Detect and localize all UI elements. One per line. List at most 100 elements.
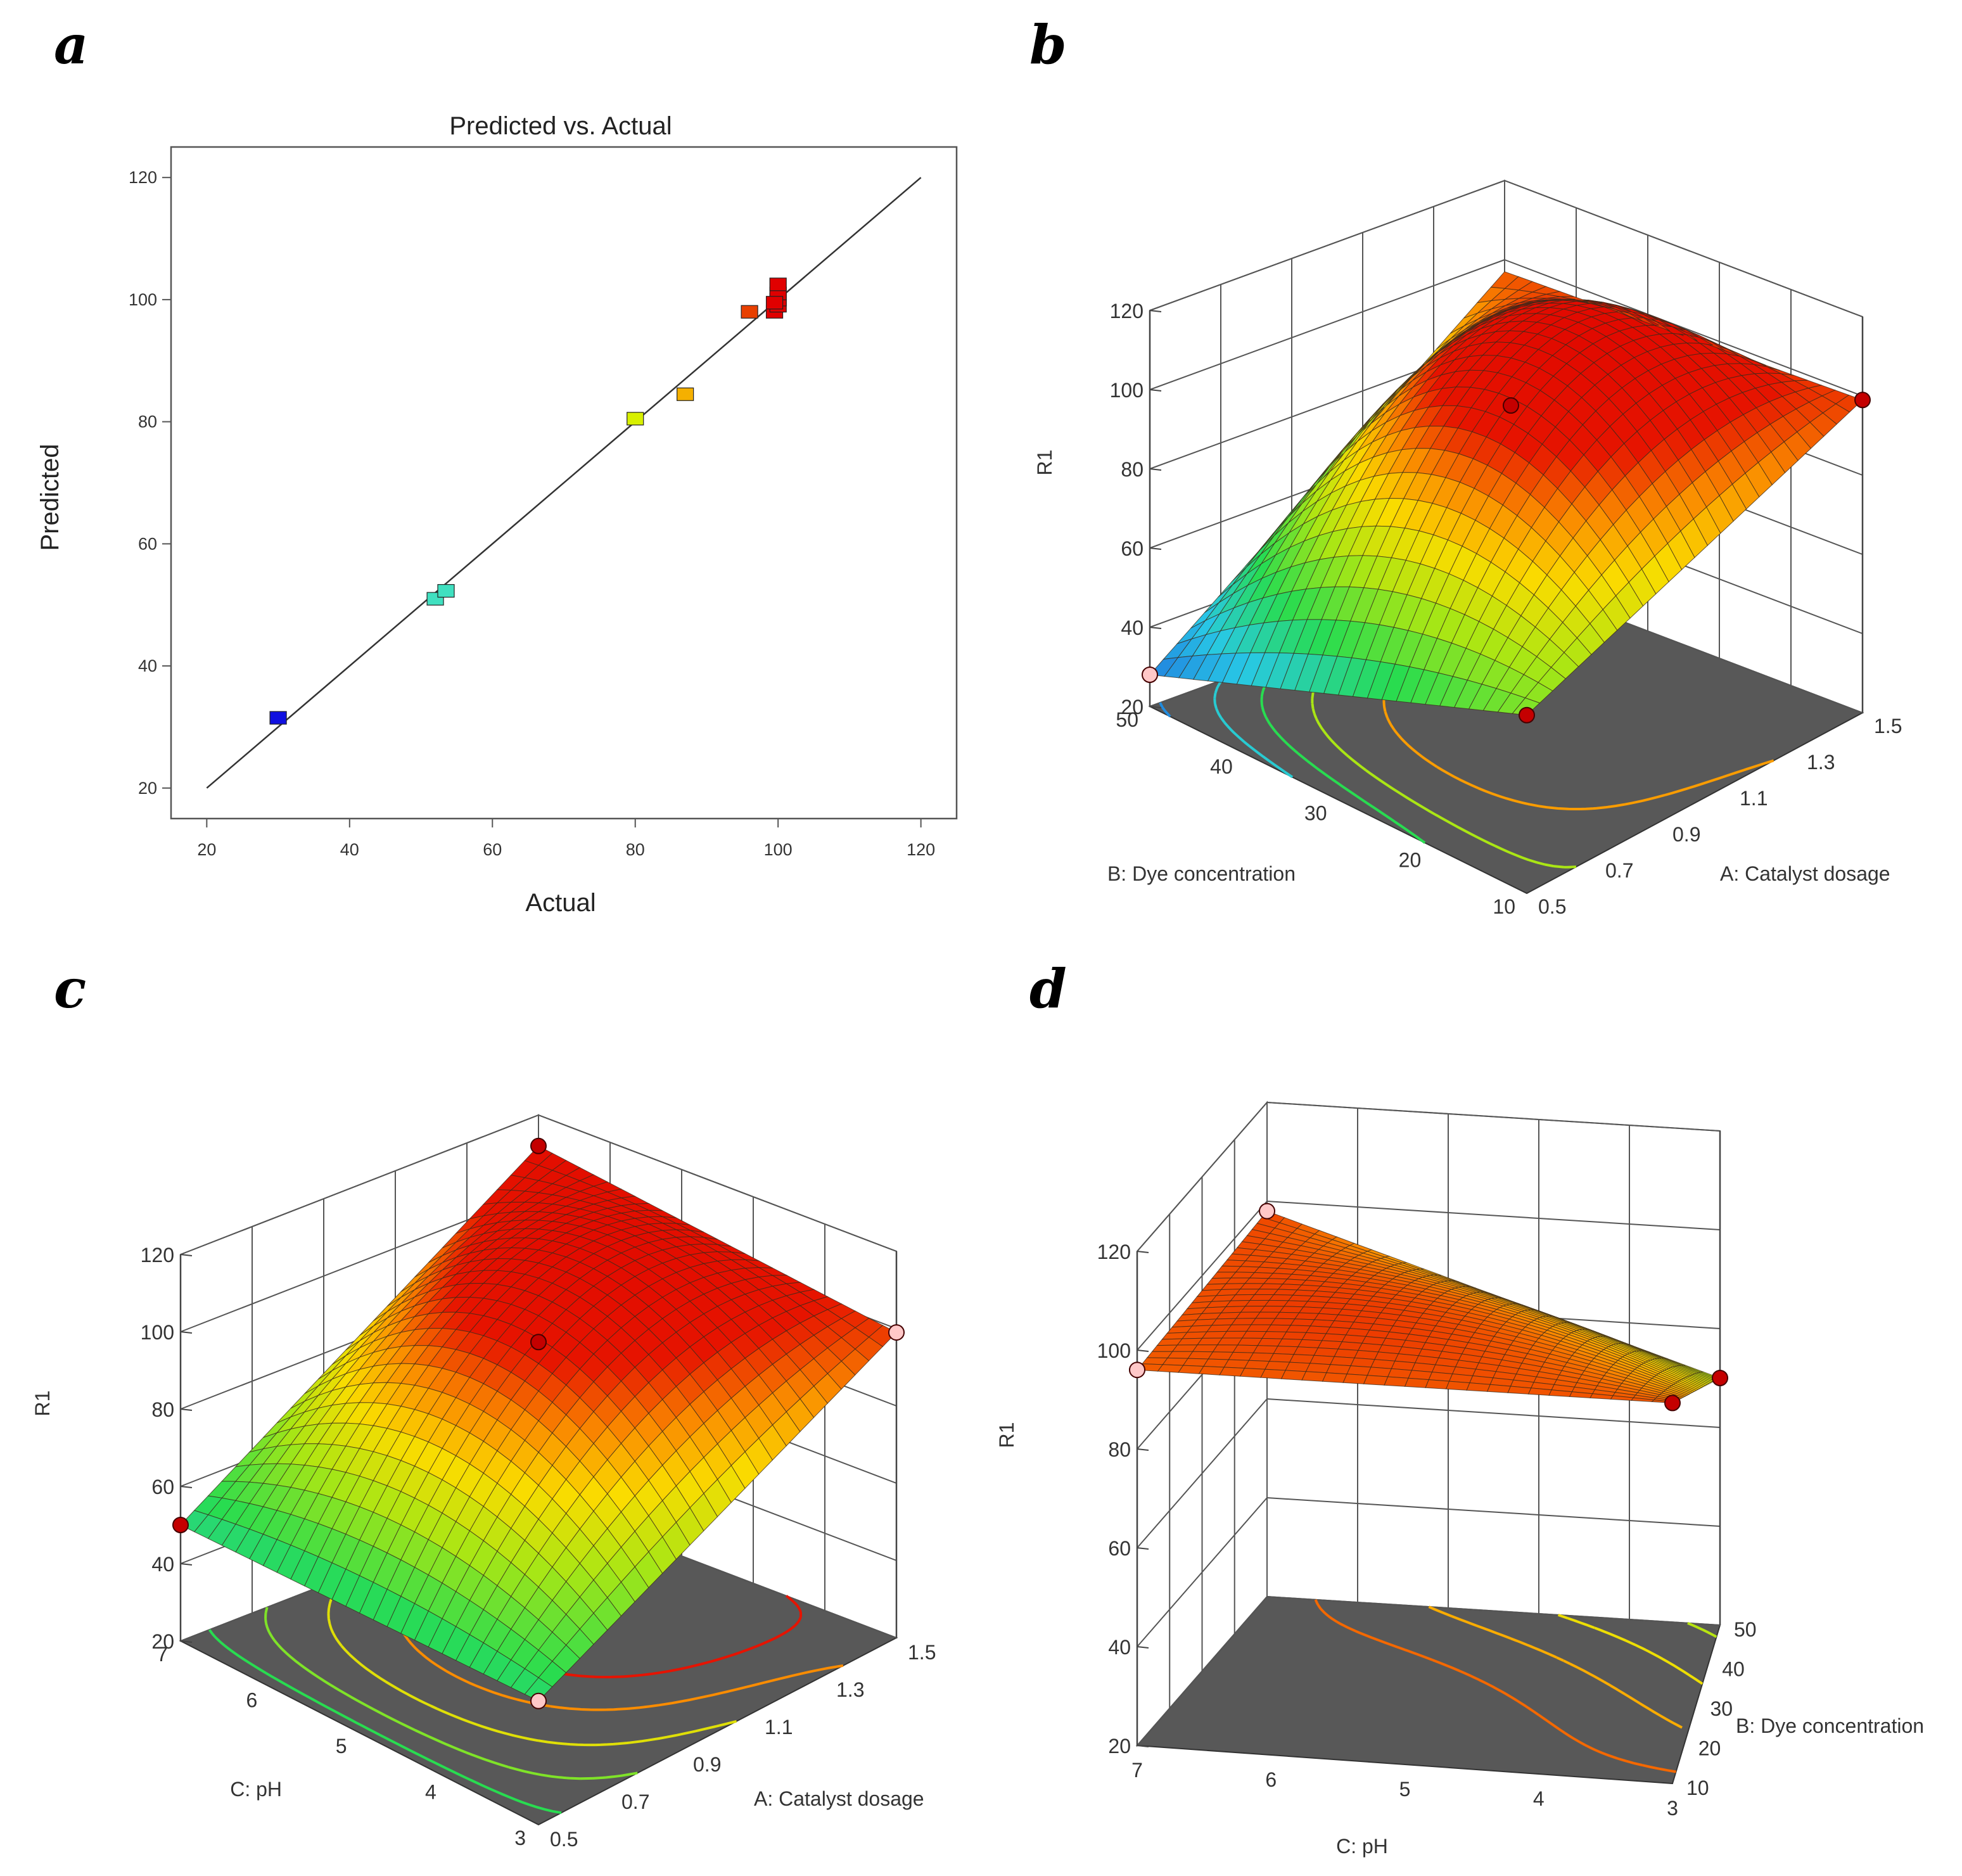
panel-a-scatter: Predicted vs. Actual Actual Predicted 20… bbox=[36, 112, 958, 917]
z-tick-mark bbox=[1137, 1745, 1149, 1747]
x-axis-label: A: Catalyst dosage bbox=[1720, 862, 1890, 885]
surface-facet bbox=[1486, 1384, 1512, 1393]
design-point bbox=[1129, 1362, 1145, 1379]
z-tick-label: 100 bbox=[1110, 379, 1143, 402]
panel-label-c: c bbox=[54, 957, 86, 1020]
surface-facet bbox=[1322, 1372, 1347, 1383]
data-point bbox=[677, 387, 694, 401]
panel-c-surface: 20 40 60 80 100 120 0.5 0.7 0.9 1.1 1.3 1.5 3 4 5 6 7 R1… bbox=[31, 1114, 936, 1851]
surface-facet bbox=[1466, 1382, 1491, 1392]
x-tick-label: 7 bbox=[1131, 1759, 1143, 1782]
z-tick-mark bbox=[180, 1563, 193, 1566]
x-tick-label: 20 bbox=[197, 840, 216, 859]
surface-facet bbox=[1141, 1357, 1168, 1365]
design-point bbox=[1142, 667, 1158, 683]
x-tick-label: 0.5 bbox=[550, 1828, 578, 1851]
z-tick-label: 100 bbox=[1097, 1339, 1131, 1362]
y-tick-label: 6 bbox=[246, 1689, 257, 1712]
y-tick-label: 100 bbox=[129, 290, 157, 309]
panel-label-a: a bbox=[54, 13, 88, 76]
x-axis-label: A: Catalyst dosage bbox=[754, 1787, 924, 1810]
z-tick-label: 120 bbox=[1110, 300, 1143, 322]
design-point bbox=[1854, 392, 1871, 409]
x-tick-label: 120 bbox=[907, 840, 935, 859]
y-tick-label: 40 bbox=[1210, 755, 1233, 778]
y-tick-label: 4 bbox=[425, 1781, 436, 1804]
surface-facet bbox=[1425, 1379, 1450, 1389]
z-axis-label: R1 bbox=[995, 1422, 1018, 1448]
z-tick-mark bbox=[1149, 547, 1162, 550]
y-tick-label: 120 bbox=[129, 168, 157, 187]
z-tick-label: 20 bbox=[151, 1630, 174, 1653]
x-axis-label: Actual bbox=[525, 889, 596, 917]
data-point bbox=[269, 711, 287, 725]
z-tick-mark bbox=[1137, 1547, 1149, 1550]
y-tick-label: 40 bbox=[1722, 1658, 1745, 1681]
wall-gridline bbox=[538, 1114, 897, 1252]
z-tick-label: 100 bbox=[141, 1321, 174, 1344]
x-tick-label: 40 bbox=[340, 840, 359, 859]
y-tick-label: 5 bbox=[336, 1735, 347, 1758]
z-tick-label: 20 bbox=[1121, 696, 1143, 718]
design-point bbox=[1519, 706, 1535, 724]
z-tick-mark bbox=[180, 1254, 193, 1256]
surface-facet bbox=[1301, 1371, 1327, 1382]
y-tick-label: 60 bbox=[138, 534, 157, 553]
floor-contour bbox=[1557, 1614, 1704, 1685]
x-tick-label: 1.3 bbox=[836, 1678, 864, 1701]
z-tick-mark bbox=[1137, 1646, 1149, 1649]
design-point bbox=[1712, 1370, 1728, 1386]
y-tick-label: 3 bbox=[514, 1827, 526, 1849]
design-point bbox=[888, 1324, 905, 1341]
data-point bbox=[741, 305, 758, 319]
surface-facet bbox=[1363, 1375, 1389, 1386]
x-tick-label: 60 bbox=[483, 840, 502, 859]
y-tick-label: 20 bbox=[1399, 848, 1422, 871]
x-axis-label: C: pH bbox=[1336, 1835, 1388, 1858]
design-point bbox=[530, 1334, 547, 1351]
z-tick-mark bbox=[1149, 706, 1162, 708]
panel-label-d: d bbox=[1029, 957, 1067, 1020]
x-tick-label: 0.5 bbox=[1538, 895, 1566, 918]
x-tick-label: 1.5 bbox=[908, 1641, 936, 1664]
floor-contour bbox=[1213, 679, 1294, 779]
y-tick-label: 20 bbox=[1698, 1737, 1721, 1760]
z-tick-label: 120 bbox=[141, 1244, 174, 1267]
surface-facet bbox=[1507, 1386, 1532, 1394]
wall-gridline bbox=[1266, 1398, 1721, 1428]
x-tick-label: 1.1 bbox=[765, 1716, 793, 1739]
y-tick-label: 10 bbox=[1686, 1777, 1709, 1799]
data-point bbox=[627, 412, 644, 426]
x-tick-label: 1.5 bbox=[1874, 715, 1902, 737]
wall-gridline bbox=[1149, 259, 1505, 390]
surface-facet bbox=[1404, 1377, 1429, 1388]
chart-title: Predicted vs. Actual bbox=[449, 112, 672, 140]
wall-gridline bbox=[1504, 259, 1863, 397]
floor-contour bbox=[1428, 1605, 1683, 1729]
y-tick-label: 7 bbox=[156, 1643, 168, 1666]
z-tick-label: 120 bbox=[1097, 1241, 1131, 1263]
surface-facet bbox=[1342, 1374, 1368, 1384]
data-point bbox=[769, 278, 787, 291]
surface-facet bbox=[1346, 1365, 1372, 1376]
y-axis-label: B: Dye concentration bbox=[1107, 862, 1296, 885]
z-tick-mark bbox=[1149, 627, 1162, 629]
z-tick-label: 60 bbox=[1121, 537, 1143, 560]
z-tick-label: 40 bbox=[151, 1553, 174, 1576]
design-point bbox=[1259, 1203, 1275, 1220]
z-tick-mark bbox=[1137, 1251, 1149, 1253]
z-tick-mark bbox=[1137, 1350, 1149, 1352]
z-tick-label: 60 bbox=[151, 1476, 174, 1498]
floor-contour bbox=[264, 1607, 638, 1780]
data-point bbox=[437, 584, 455, 598]
x-tick-label: 3 bbox=[1667, 1797, 1678, 1820]
z-tick-mark bbox=[1137, 1448, 1149, 1451]
wall-gridline bbox=[1266, 1201, 1721, 1230]
x-tick-label: 1.1 bbox=[1740, 787, 1768, 810]
y-tick-label: 80 bbox=[138, 412, 157, 431]
wall-gridline bbox=[1266, 1497, 1721, 1527]
z-tick-mark bbox=[1149, 468, 1162, 471]
z-tick-label: 80 bbox=[1121, 458, 1143, 481]
y-axis-label: C: pH bbox=[230, 1778, 282, 1801]
x-tick-label: 4 bbox=[1533, 1787, 1545, 1810]
